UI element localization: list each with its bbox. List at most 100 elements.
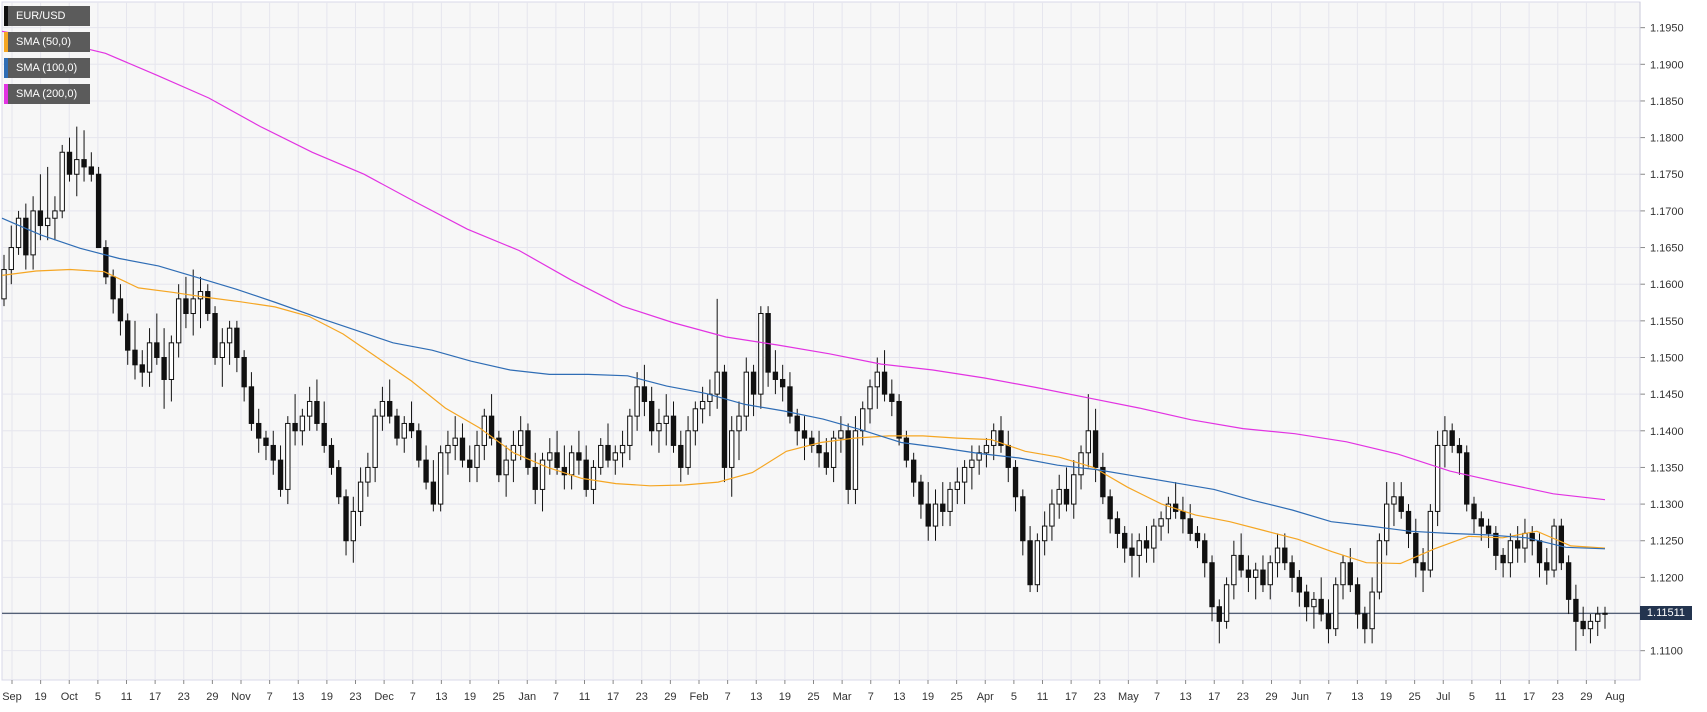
bullish-candle-body xyxy=(692,408,699,432)
bearish-candle-body xyxy=(554,452,560,468)
candle xyxy=(794,408,800,446)
candle xyxy=(1151,518,1157,563)
candle xyxy=(292,394,298,446)
candle xyxy=(1274,533,1281,578)
candle xyxy=(146,328,153,387)
candle xyxy=(248,372,255,431)
y-tick-label: 1.1550 xyxy=(1650,316,1684,328)
bearish-candle-body xyxy=(1529,532,1535,542)
legend-item: SMA (50,0) xyxy=(4,32,90,52)
candle xyxy=(183,276,189,329)
bearish-candle-body xyxy=(1289,562,1295,578)
bullish-candle-body xyxy=(1522,532,1528,549)
y-tick-label: 1.1500 xyxy=(1650,352,1684,364)
bullish-candle-body xyxy=(15,217,22,249)
x-tick-label: 25 xyxy=(1409,691,1421,703)
x-tick-label: 11 xyxy=(579,691,590,703)
candle xyxy=(103,240,109,285)
y-tick-label: 1.1250 xyxy=(1650,536,1684,548)
candle xyxy=(801,416,808,461)
candle xyxy=(1049,489,1055,541)
bearish-candle-body xyxy=(1114,518,1121,534)
bullish-candle-body xyxy=(175,298,182,344)
candle xyxy=(1427,504,1434,578)
bearish-candle-body xyxy=(1405,510,1412,534)
bearish-candle-body xyxy=(1187,518,1193,534)
plot-area xyxy=(1,1,1641,681)
candle xyxy=(139,350,145,387)
x-tick-label: 7 xyxy=(553,691,559,703)
y-tick-label: 1.1850 xyxy=(1650,96,1684,108)
bullish-candle-body xyxy=(598,444,604,468)
candle xyxy=(830,430,837,483)
bullish-candle-body xyxy=(568,452,575,476)
bearish-candle-body xyxy=(37,210,44,227)
candle xyxy=(1122,526,1128,563)
bullish-candle-body xyxy=(52,210,58,219)
candle xyxy=(779,364,786,402)
candle xyxy=(583,445,589,497)
x-tick-label: 23 xyxy=(1237,691,1249,703)
bearish-candle-body xyxy=(234,327,240,358)
candle xyxy=(525,423,531,475)
bearish-candle-body xyxy=(1238,554,1244,571)
candle xyxy=(714,298,720,409)
bullish-candle-body xyxy=(1136,540,1142,556)
bullish-candle-body xyxy=(1383,503,1390,542)
x-tick-label: 7 xyxy=(725,691,731,703)
candle xyxy=(910,452,917,497)
x-tick-label: 29 xyxy=(1265,691,1277,703)
bullish-candle-body xyxy=(503,459,509,476)
bullish-candle-body xyxy=(1049,503,1055,527)
candle xyxy=(823,438,830,475)
candle xyxy=(1216,599,1222,644)
bullish-candle-body xyxy=(1253,569,1259,578)
bearish-candle-body xyxy=(1303,591,1310,608)
candle xyxy=(554,430,560,475)
candle xyxy=(1565,555,1572,615)
bearish-candle-body xyxy=(1456,444,1463,454)
candle xyxy=(1580,606,1586,637)
bearish-candle-body xyxy=(1354,584,1361,615)
bearish-candle-body xyxy=(1027,540,1033,586)
bearish-candle-body xyxy=(1514,540,1521,549)
bearish-candle-body xyxy=(801,430,808,439)
x-tick-label: Mar xyxy=(833,691,852,703)
candle xyxy=(648,386,655,446)
x-tick-label: 7 xyxy=(1326,691,1332,703)
bearish-candle-body xyxy=(103,247,109,278)
y-tick-label: 1.1800 xyxy=(1650,133,1684,145)
bullish-candle-body xyxy=(44,217,51,227)
bullish-candle-body xyxy=(758,313,764,395)
bullish-candle-body xyxy=(699,400,706,410)
candle xyxy=(787,372,793,424)
bearish-candle-body xyxy=(809,437,815,446)
bearish-candle-body xyxy=(241,356,247,388)
candle xyxy=(1507,533,1514,578)
candle xyxy=(1158,511,1164,541)
candle xyxy=(561,445,568,490)
bearish-candle-body xyxy=(845,430,851,490)
candle xyxy=(961,460,968,505)
bearish-candle-body xyxy=(336,466,342,498)
candle xyxy=(881,350,888,402)
candle xyxy=(743,357,749,431)
x-tick-label: 23 xyxy=(636,691,648,703)
bullish-candle-body xyxy=(452,437,458,446)
x-tick-label: 25 xyxy=(493,691,505,703)
bearish-candle-body xyxy=(750,371,757,395)
bearish-candle-body xyxy=(88,166,95,175)
candle xyxy=(627,408,633,461)
candle xyxy=(1595,606,1601,637)
candle xyxy=(37,174,44,241)
candle xyxy=(452,416,458,461)
bullish-candle-body xyxy=(729,430,735,468)
candle xyxy=(852,416,859,505)
bearish-candle-body xyxy=(772,371,779,380)
candle xyxy=(387,379,393,424)
bullish-candle-body xyxy=(59,151,65,212)
x-tick-label: 13 xyxy=(750,691,762,703)
bearish-candle-body xyxy=(81,159,87,168)
candle xyxy=(816,430,822,468)
candle xyxy=(1114,511,1121,549)
